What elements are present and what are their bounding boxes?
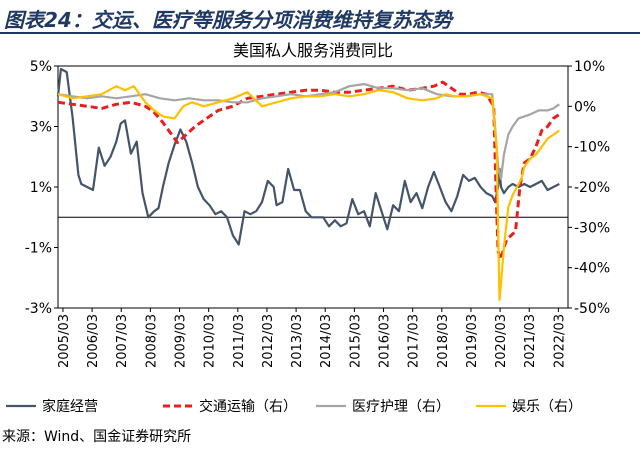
x-tick-label: 2008/03 xyxy=(144,314,159,368)
line-chart: 美国私人服务消费同比 5% 3% 1% -1% -3% 10% 0% -10% -20% -30% -… xyxy=(6,41,610,415)
x-tick-label: 2014/03 xyxy=(319,314,334,368)
y-left-tick-label: 1% xyxy=(30,180,52,196)
x-tick-label: 2013/03 xyxy=(290,314,305,368)
x-tick-label: 2012/03 xyxy=(261,314,276,368)
series-line-0 xyxy=(56,67,560,246)
x-tick-label: 2011/03 xyxy=(232,314,247,368)
y-left-tick-label: -1% xyxy=(25,241,52,257)
y-right-tick-label: -40% xyxy=(574,261,610,277)
header-divider xyxy=(0,32,640,34)
x-tick-label: 2015/03 xyxy=(348,314,363,368)
x-tick-label: 2016/03 xyxy=(378,314,393,368)
x-tick-label: 2018/03 xyxy=(436,314,451,368)
series-line-2 xyxy=(57,82,560,180)
source-note: 来源：Wind、国金证券研究所 xyxy=(2,429,192,445)
x-tick-label: 2006/03 xyxy=(86,314,101,368)
x-tick-label: 2021/03 xyxy=(523,314,538,368)
y-left-tick-label: -3% xyxy=(25,301,52,317)
figure-title: 图表24：交运、医疗等服务分项消费维持复苏态势 xyxy=(4,8,452,32)
x-tick-label: 2009/03 xyxy=(174,314,189,368)
series-line-1 xyxy=(57,80,561,262)
y-right-tick-label: 10% xyxy=(574,59,605,75)
x-tick-label: 2020/03 xyxy=(494,314,509,368)
x-tick-label: 2010/03 xyxy=(203,314,218,368)
x-tick-label: 2022/03 xyxy=(552,314,567,368)
y-right-tick-label: -50% xyxy=(574,301,610,317)
legend-label-3: 娱乐（右） xyxy=(512,399,582,415)
legend-label-1: 交通运输（右） xyxy=(199,398,297,415)
y-left-tick-label: 3% xyxy=(30,120,52,136)
y-right-tick-label: -20% xyxy=(574,180,610,196)
y-right-tick-label: 0% xyxy=(574,99,596,115)
series-line-3 xyxy=(57,85,560,301)
y-left-tick-label: 5% xyxy=(30,59,52,75)
y-right-tick-label: -10% xyxy=(574,140,610,156)
x-tick-label: 2017/03 xyxy=(407,314,422,368)
figure-header: 图表24：交运、医疗等服务分项消费维持复苏态势 xyxy=(0,0,640,34)
y-right-tick-label: -30% xyxy=(574,220,610,236)
legend-label-0: 家庭经营 xyxy=(42,398,98,415)
x-tick-label: 2005/03 xyxy=(57,314,72,368)
x-tick-label: 2019/03 xyxy=(465,314,480,368)
legend-label-2: 医疗护理（右） xyxy=(352,399,450,415)
x-tick-label: 2007/03 xyxy=(115,314,130,368)
chart-title: 美国私人服务消费同比 xyxy=(233,41,393,60)
